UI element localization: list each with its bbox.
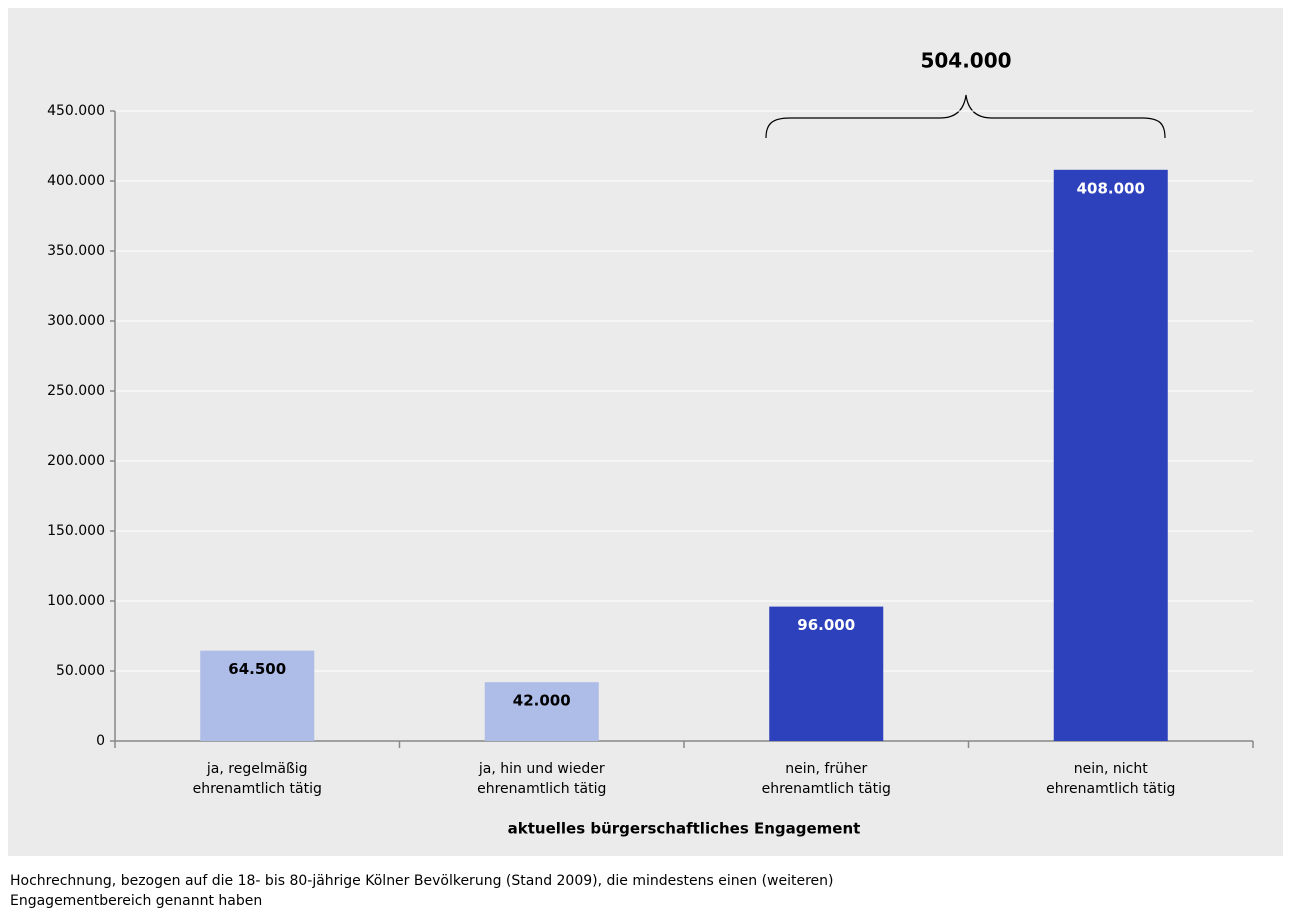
y-tick-label: 150.000	[47, 523, 105, 539]
x-tick-label: nein, nicht	[1074, 761, 1148, 777]
y-tick-label: 250.000	[47, 383, 105, 399]
y-tick-label: 0	[96, 733, 105, 749]
value-label: 64.500	[228, 660, 286, 678]
footnote: Engagementbereich genannt haben	[10, 893, 262, 909]
bar	[769, 606, 884, 741]
bar	[1053, 169, 1168, 742]
value-label: 42.000	[513, 692, 571, 710]
annotation: 504.000	[920, 49, 1011, 73]
y-tick-label: 300.000	[47, 313, 105, 329]
value-label: 96.000	[797, 616, 855, 634]
x-axis-title: aktuelles bürgerschaftliches Engagement	[508, 820, 861, 838]
footnote: Hochrechnung, bezogen auf die 18- bis 80…	[10, 873, 834, 889]
x-tick-label: ja, hin und wieder	[478, 761, 605, 777]
y-tick-label: 200.000	[47, 453, 105, 469]
y-tick-label: 400.000	[47, 173, 105, 189]
x-tick-label: nein, früher	[785, 761, 867, 777]
bar	[200, 650, 315, 741]
x-tick-label: ehrenamtlich tätig	[1046, 781, 1175, 797]
y-tick-label: 50.000	[56, 663, 105, 679]
value-label: 408.000	[1077, 179, 1145, 197]
x-tick-label: ja, regelmäßig	[206, 761, 308, 777]
x-tick-label: ehrenamtlich tätig	[477, 781, 606, 797]
x-tick-label: ehrenamtlich tätig	[193, 781, 322, 797]
y-tick-label: 450.000	[47, 103, 105, 119]
y-tick-label: 350.000	[47, 243, 105, 259]
y-tick-label: 100.000	[47, 593, 105, 609]
x-tick-label: ehrenamtlich tätig	[762, 781, 891, 797]
brace	[765, 94, 1166, 139]
bar	[484, 682, 599, 741]
